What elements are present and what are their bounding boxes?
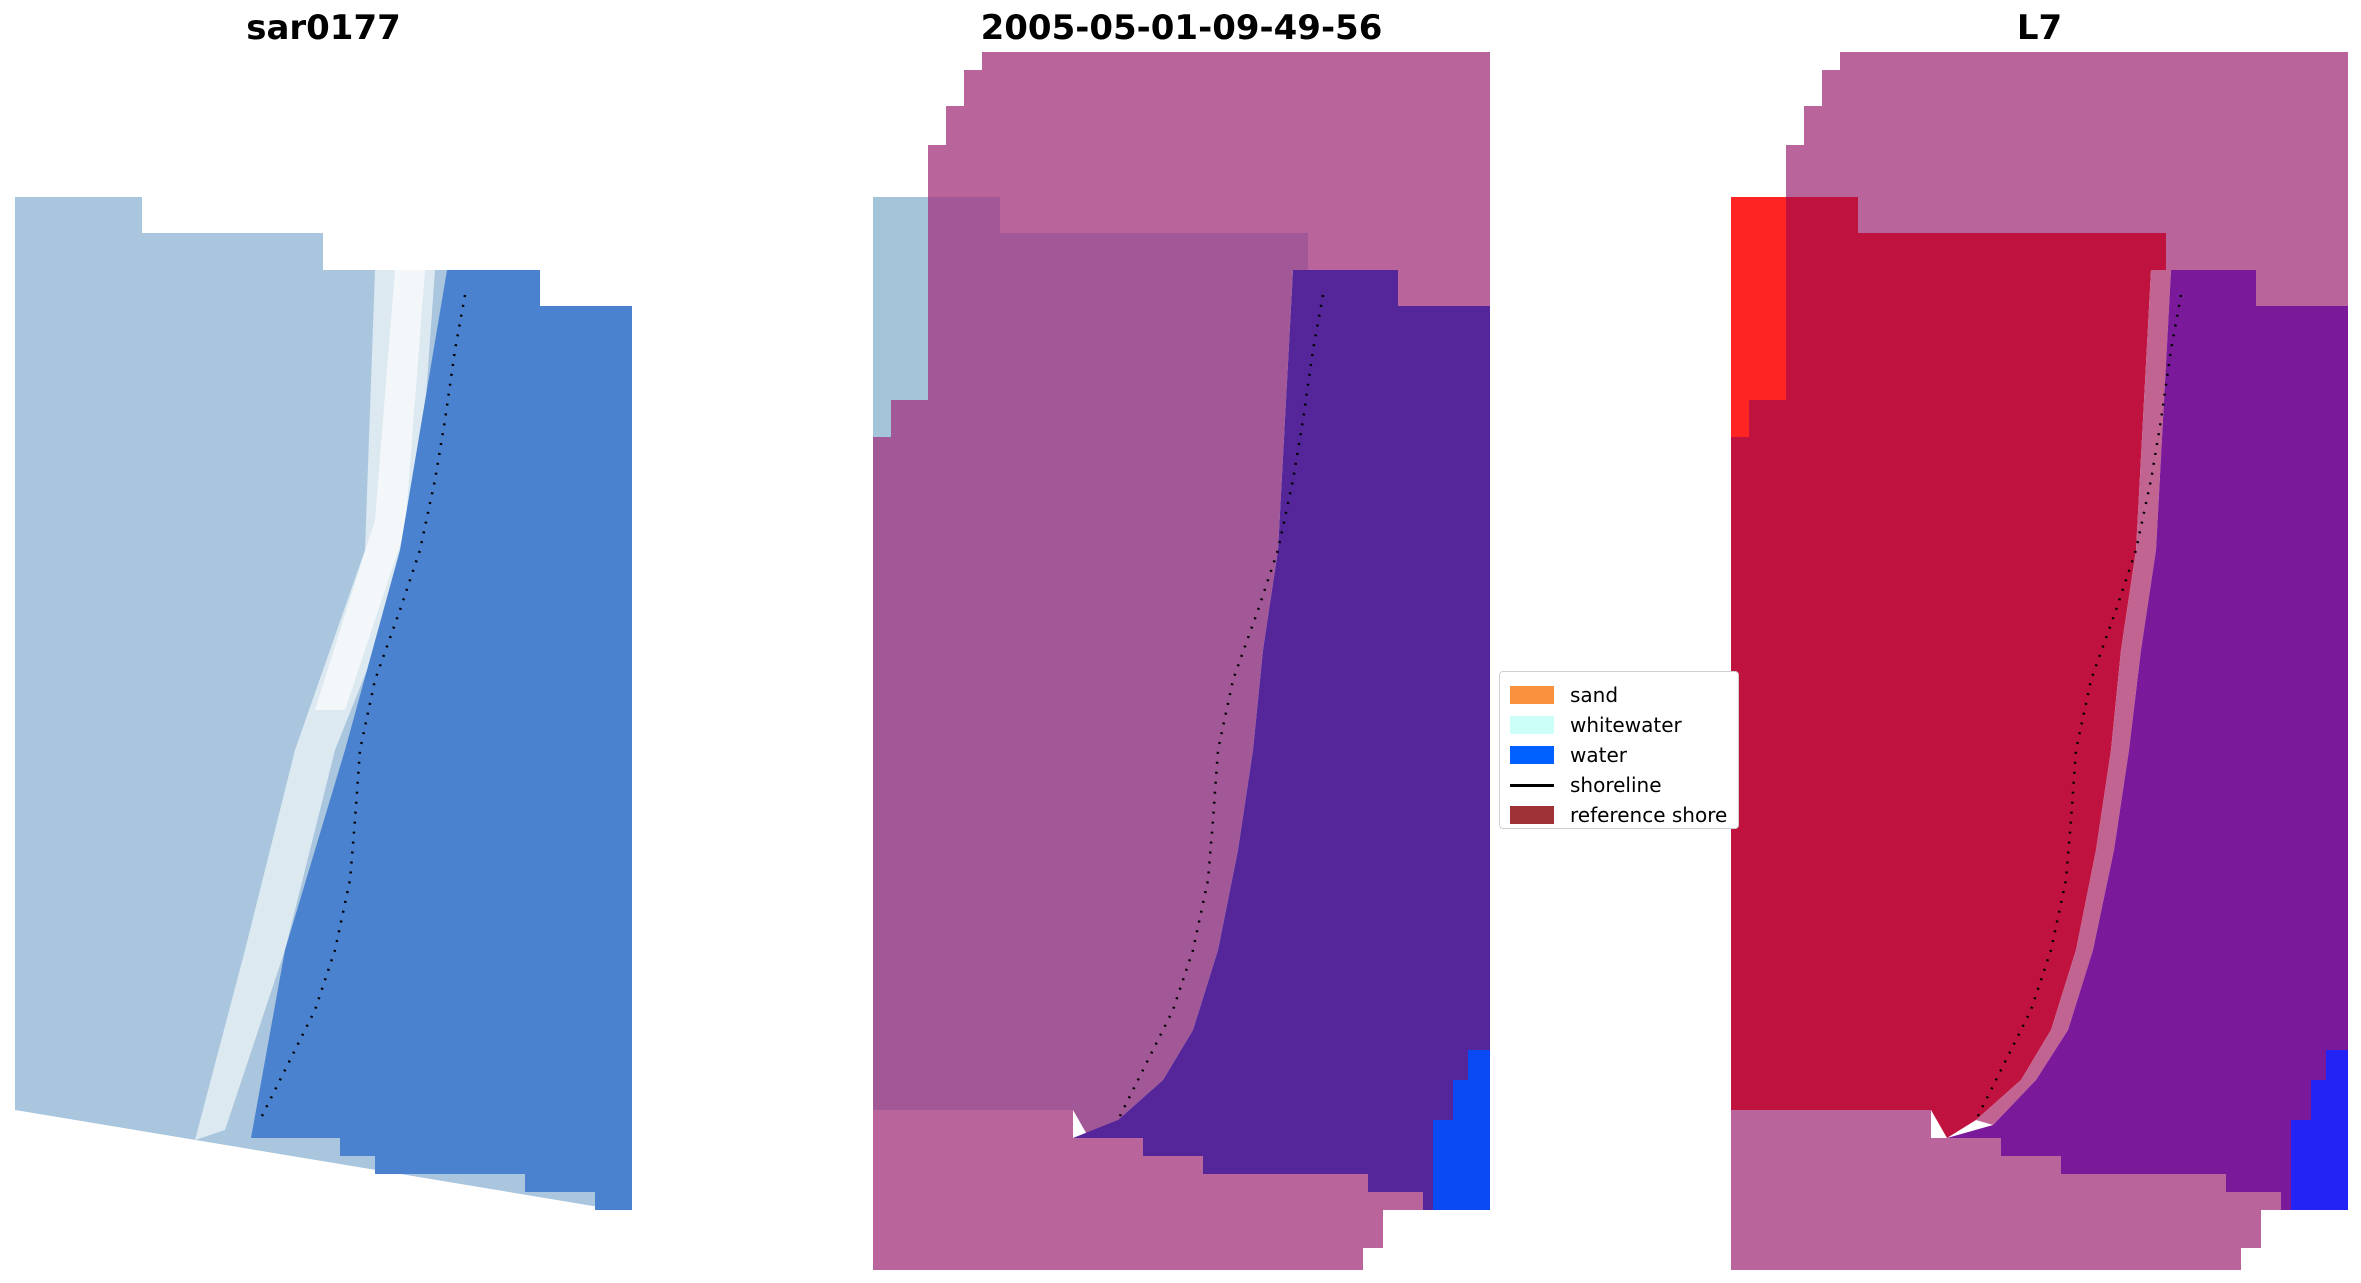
- legend-swatch-shoreline: [1510, 783, 1554, 787]
- legend-label: sand: [1570, 683, 1619, 707]
- legend-swatch-sand: [1510, 686, 1554, 704]
- legend-item-reference-shore: reference shore: [1510, 800, 1738, 828]
- cloud-mask-bottom: [873, 1110, 1423, 1270]
- water-edge-bright: [2291, 1050, 2348, 1210]
- legend-swatch-water: [1510, 746, 1554, 764]
- cloud-mask-bottom: [1731, 1110, 2281, 1270]
- index-land-area: [1731, 197, 2166, 1138]
- legend-item-water: water: [1510, 740, 1738, 770]
- legend-item-shoreline: shoreline: [1510, 770, 1738, 800]
- cloud-mask-top: [928, 52, 1490, 306]
- rgb-remnant: [873, 197, 928, 437]
- index-water-area: [1947, 270, 2348, 1210]
- legend-swatch-whitewater: [1510, 716, 1554, 734]
- classification-panel: [873, 52, 1490, 1270]
- legend-item-sand: sand: [1510, 680, 1738, 710]
- rgb-sea-area: [251, 270, 632, 1210]
- water-edge-bright: [1433, 1050, 1490, 1210]
- rgb-surf-zone: [195, 270, 435, 1140]
- panel-title-index: L7: [2016, 8, 2063, 48]
- index-panel: [1731, 52, 2348, 1270]
- legend-label: reference shore: [1570, 803, 1728, 827]
- land-class-area: [873, 197, 1308, 1138]
- index-transition: [1976, 270, 2171, 1125]
- panel-title-classification: 2005-05-01-09-49-56: [980, 8, 1383, 48]
- index-bright-corner: [1731, 197, 1786, 437]
- legend: sand whitewater water shoreline referenc…: [1499, 671, 1739, 829]
- legend-label: shoreline: [1570, 773, 1662, 797]
- legend-swatch-reference-shore: [1510, 806, 1554, 824]
- legend-item-whitewater: whitewater: [1510, 710, 1738, 740]
- legend-label: whitewater: [1570, 713, 1682, 737]
- panel-title-rgb: sar0177: [246, 8, 401, 48]
- rgb-image-panel: [15, 197, 632, 1210]
- legend-label: water: [1570, 743, 1627, 767]
- water-class-area: [1073, 270, 1490, 1210]
- cloud-mask-top: [1786, 52, 2348, 306]
